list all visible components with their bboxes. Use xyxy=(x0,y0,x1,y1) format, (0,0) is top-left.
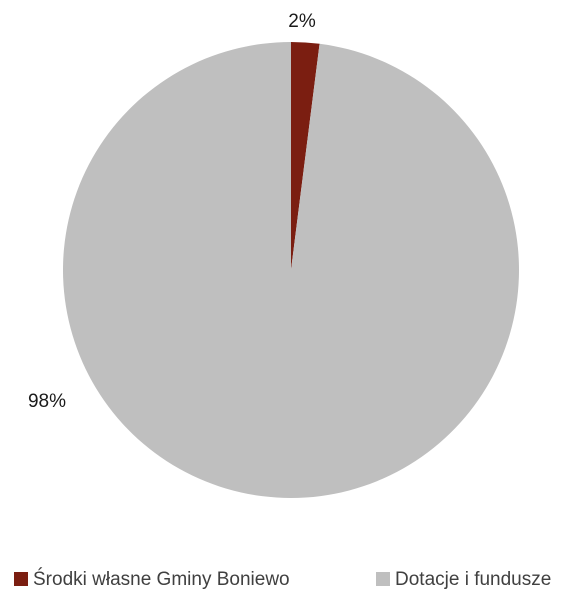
legend-label-srodki-wlasne: Środki własne Gminy Boniewo xyxy=(33,568,290,590)
data-label-dotacje: 98% xyxy=(28,391,66,412)
pie-slices xyxy=(63,42,520,498)
pie-slice-srodki-wlasne xyxy=(291,42,320,270)
legend-swatch-srodki-wlasne xyxy=(14,572,28,586)
pie-slice-dotacje xyxy=(63,42,520,498)
legend-item-dotacje: Dotacje i fundusze xyxy=(376,569,551,590)
legend-label-dotacje: Dotacje i fundusze xyxy=(395,569,551,590)
legend: Środki własne Gminy Boniewo Dotacje i fu… xyxy=(14,568,551,590)
legend-item-srodki-wlasne: Środki własne Gminy Boniewo xyxy=(14,568,290,590)
legend-swatch-dotacje xyxy=(376,572,390,586)
data-label-srodki-wlasne: 2% xyxy=(288,11,316,32)
